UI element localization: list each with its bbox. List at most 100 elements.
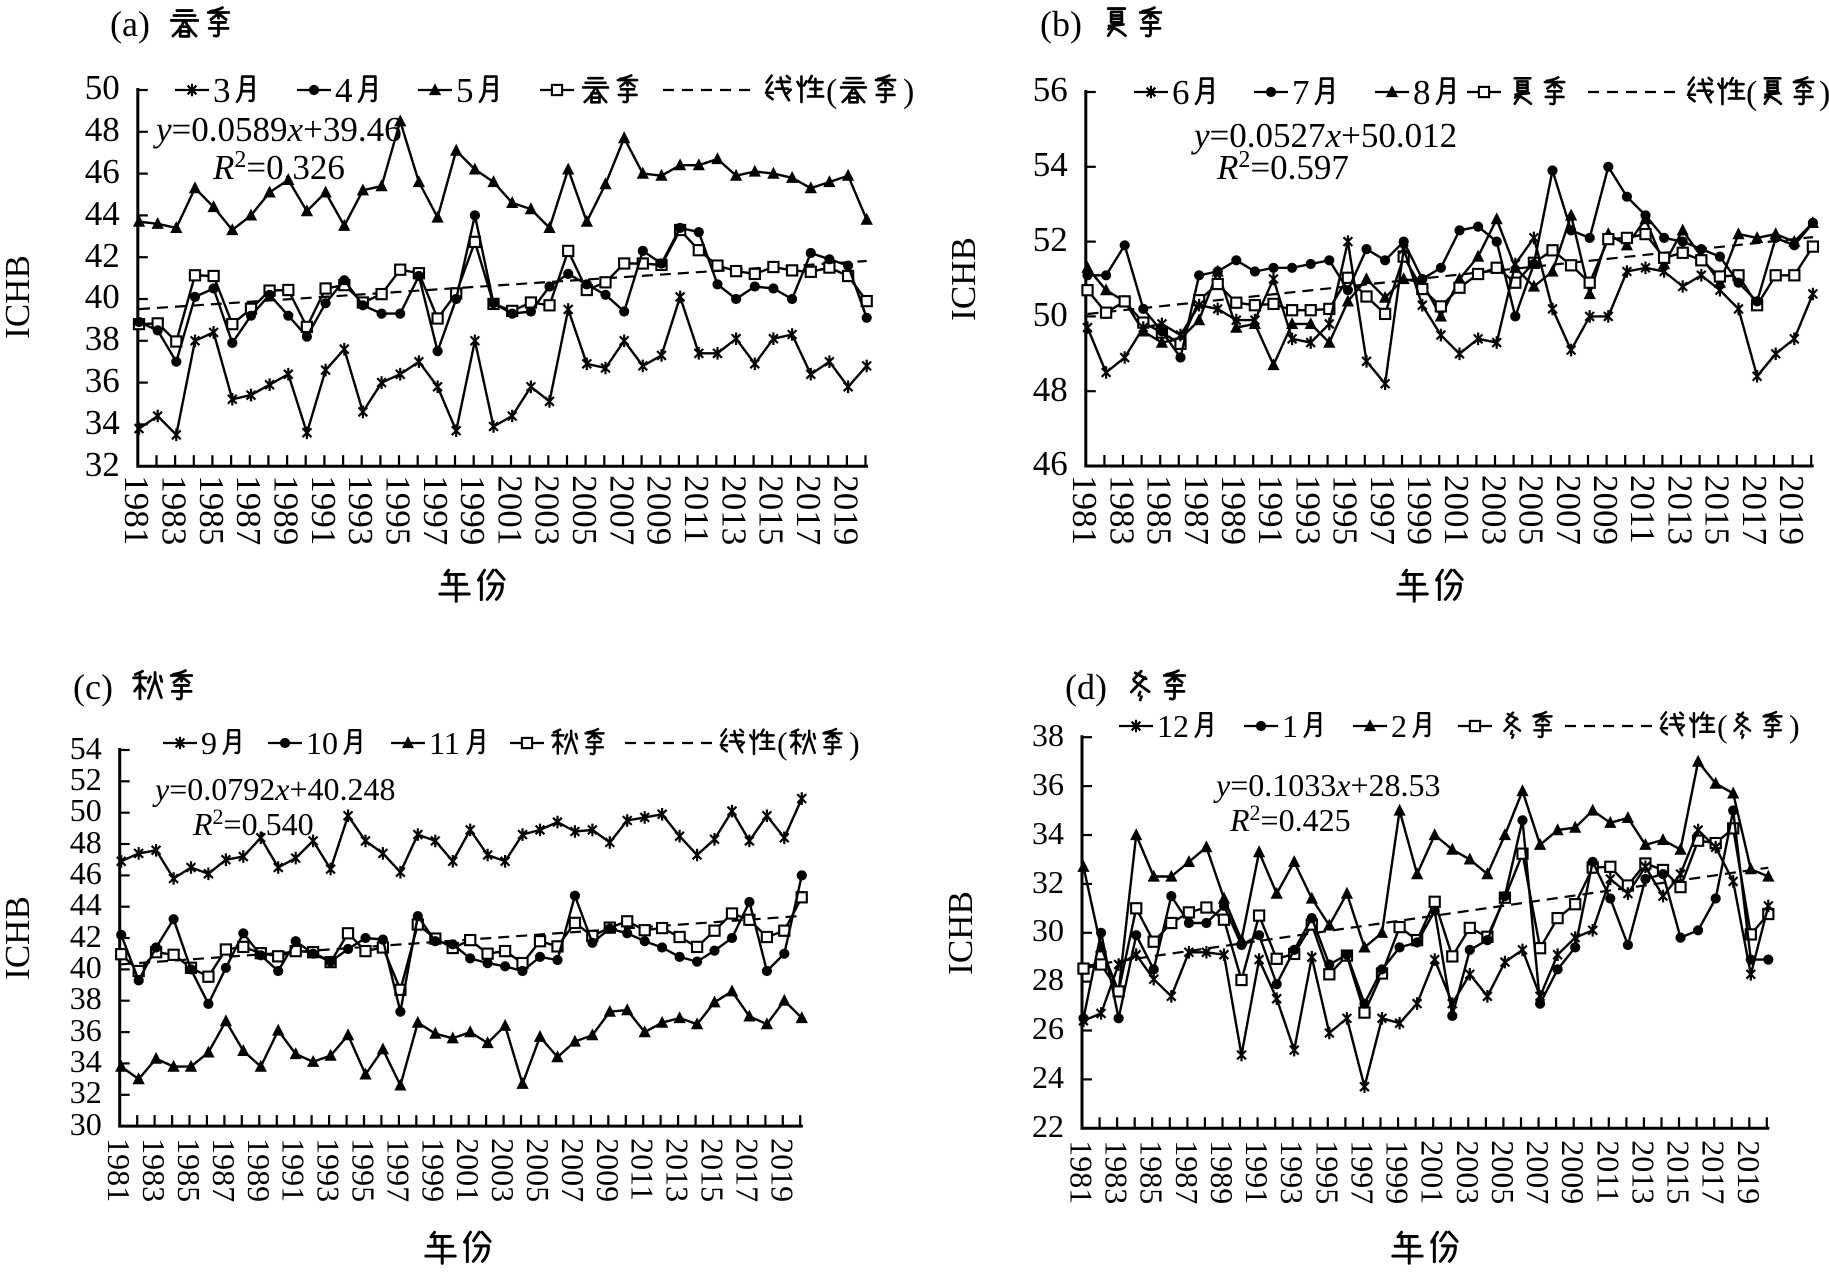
svg-text:46: 46 xyxy=(1033,444,1068,483)
svg-text:2009: 2009 xyxy=(590,1138,626,1202)
svg-text:2001: 2001 xyxy=(450,1138,486,1202)
svg-text:2013: 2013 xyxy=(660,1138,696,1202)
svg-text:1987: 1987 xyxy=(1169,1140,1205,1204)
svg-text:42: 42 xyxy=(70,918,102,954)
svg-text:1989: 1989 xyxy=(1214,475,1253,545)
svg-text:1987: 1987 xyxy=(1177,475,1216,545)
svg-text:1: 1 xyxy=(1282,708,1298,744)
svg-text:2007: 2007 xyxy=(1549,475,1588,545)
svg-text:(: ( xyxy=(826,73,837,110)
svg-text:46: 46 xyxy=(85,152,120,191)
svg-text:1991: 1991 xyxy=(1251,475,1290,545)
svg-text:2007: 2007 xyxy=(1520,1140,1556,1204)
svg-text:): ) xyxy=(849,725,860,761)
svg-text:2005: 2005 xyxy=(1485,1140,1521,1204)
svg-text:y=0.1033x+28.53: y=0.1033x+28.53 xyxy=(1213,767,1441,803)
svg-text:32: 32 xyxy=(70,1074,102,1110)
svg-text:30: 30 xyxy=(1032,912,1064,948)
svg-text:R2=0.540: R2=0.540 xyxy=(192,804,314,842)
svg-text:1991: 1991 xyxy=(304,475,343,545)
svg-text:2013: 2013 xyxy=(1625,1140,1661,1204)
svg-text:2: 2 xyxy=(1391,708,1407,744)
svg-text:48: 48 xyxy=(70,824,102,860)
svg-text:1991: 1991 xyxy=(276,1138,312,1202)
svg-text:1993: 1993 xyxy=(1288,475,1327,545)
svg-text:50: 50 xyxy=(1033,295,1068,334)
svg-text:2013: 2013 xyxy=(714,475,753,545)
svg-text:2003: 2003 xyxy=(1450,1140,1486,1204)
svg-text:1989: 1989 xyxy=(267,475,306,545)
svg-text:1981: 1981 xyxy=(1064,1140,1100,1204)
svg-text:6: 6 xyxy=(1172,73,1190,112)
svg-text:46: 46 xyxy=(70,855,102,891)
svg-text:R2=0.326: R2=0.326 xyxy=(212,147,345,187)
svg-text:52: 52 xyxy=(1033,220,1068,259)
svg-text:2019: 2019 xyxy=(1731,1140,1767,1204)
svg-text:(a): (a) xyxy=(110,4,150,44)
svg-text:): ) xyxy=(1789,708,1800,744)
svg-text:ICHB: ICHB xyxy=(941,891,980,975)
svg-text:1985: 1985 xyxy=(192,475,231,545)
svg-text:1999: 1999 xyxy=(1380,1140,1416,1204)
svg-text:2003: 2003 xyxy=(485,1138,521,1202)
svg-text:34: 34 xyxy=(1032,815,1064,851)
svg-text:2019: 2019 xyxy=(764,1138,800,1202)
svg-text:2015: 2015 xyxy=(1698,475,1737,545)
svg-text:36: 36 xyxy=(70,1012,102,1048)
svg-text:1985: 1985 xyxy=(171,1138,207,1202)
svg-text:(b): (b) xyxy=(1040,4,1082,44)
svg-text:(d): (d) xyxy=(1065,667,1107,707)
svg-text:y=0.0527x+50.012: y=0.0527x+50.012 xyxy=(1191,116,1457,155)
svg-text:1997: 1997 xyxy=(380,1138,416,1202)
svg-text:): ) xyxy=(1819,75,1829,112)
svg-text:1985: 1985 xyxy=(1140,475,1179,545)
svg-text:(: ( xyxy=(777,725,788,761)
svg-text:1989: 1989 xyxy=(241,1138,277,1202)
svg-text:11: 11 xyxy=(429,725,460,761)
svg-text:2001: 2001 xyxy=(490,475,529,545)
svg-text:ICHB: ICHB xyxy=(944,237,983,321)
svg-text:2019: 2019 xyxy=(826,475,865,545)
svg-text:28: 28 xyxy=(1032,961,1064,997)
svg-text:40: 40 xyxy=(85,277,120,316)
svg-text:2011: 2011 xyxy=(1623,475,1662,544)
svg-text:3: 3 xyxy=(213,71,231,110)
svg-text:32: 32 xyxy=(1032,864,1064,900)
svg-text:1983: 1983 xyxy=(1102,475,1141,545)
svg-text:36: 36 xyxy=(85,361,120,400)
svg-text:2009: 2009 xyxy=(1586,475,1625,545)
svg-text:2013: 2013 xyxy=(1660,475,1699,545)
svg-text:54: 54 xyxy=(70,730,102,766)
svg-text:R2=0.597: R2=0.597 xyxy=(1216,147,1349,187)
svg-text:2015: 2015 xyxy=(752,475,791,545)
svg-text:38: 38 xyxy=(85,319,120,358)
svg-text:5: 5 xyxy=(456,71,474,110)
svg-text:1995: 1995 xyxy=(346,1138,382,1202)
svg-text:2015: 2015 xyxy=(695,1138,731,1202)
svg-text:12: 12 xyxy=(1157,708,1189,744)
svg-text:44: 44 xyxy=(85,194,120,233)
svg-text:R2=0.425: R2=0.425 xyxy=(1229,800,1351,838)
svg-text:34: 34 xyxy=(70,1043,102,1079)
svg-text:2019: 2019 xyxy=(1772,475,1811,545)
svg-text:1981: 1981 xyxy=(101,1138,137,1202)
svg-text:(: ( xyxy=(1746,75,1757,112)
svg-text:10: 10 xyxy=(306,725,338,761)
svg-text:4: 4 xyxy=(335,71,353,110)
svg-text:1989: 1989 xyxy=(1204,1140,1240,1204)
svg-text:34: 34 xyxy=(85,403,120,442)
svg-text:y=0.0589x+39.46: y=0.0589x+39.46 xyxy=(153,110,402,149)
svg-text:2009: 2009 xyxy=(640,475,679,545)
svg-text:1991: 1991 xyxy=(1239,1140,1275,1204)
svg-text:1995: 1995 xyxy=(1309,1140,1345,1204)
svg-text:38: 38 xyxy=(70,980,102,1016)
svg-text:1993: 1993 xyxy=(341,475,380,545)
svg-text:2007: 2007 xyxy=(555,1138,591,1202)
svg-text:2017: 2017 xyxy=(729,1138,765,1202)
svg-text:1997: 1997 xyxy=(1363,475,1402,545)
svg-text:1981: 1981 xyxy=(1065,475,1104,545)
svg-text:ICHB: ICHB xyxy=(0,255,37,339)
svg-text:2017: 2017 xyxy=(1696,1140,1732,1204)
svg-text:1983: 1983 xyxy=(155,475,194,545)
svg-text:2011: 2011 xyxy=(625,1138,661,1201)
